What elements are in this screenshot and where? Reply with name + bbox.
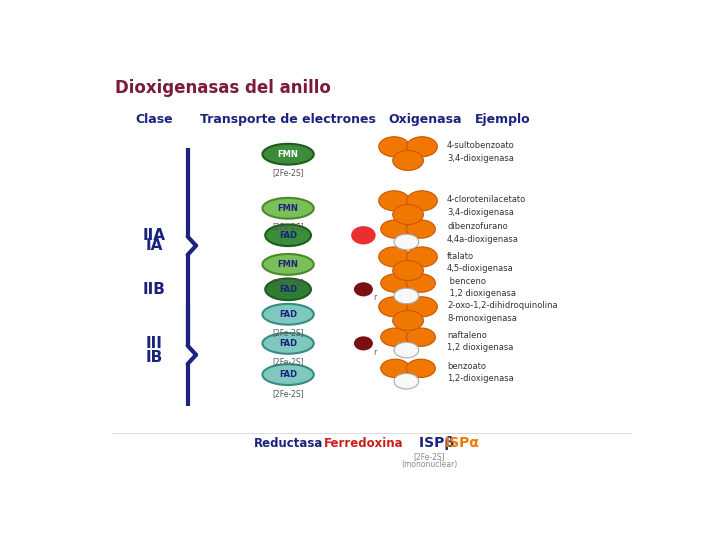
Ellipse shape bbox=[407, 137, 437, 157]
Ellipse shape bbox=[379, 247, 410, 267]
Ellipse shape bbox=[379, 191, 410, 211]
Ellipse shape bbox=[265, 225, 311, 246]
Ellipse shape bbox=[392, 205, 423, 225]
Text: III: III bbox=[145, 336, 163, 351]
Text: benceno
 1,2 dioxigenasa: benceno 1,2 dioxigenasa bbox=[447, 276, 516, 298]
Ellipse shape bbox=[407, 247, 437, 267]
Text: (mononuclear): (mononuclear) bbox=[401, 460, 457, 469]
Text: IB: IB bbox=[145, 350, 163, 366]
Circle shape bbox=[354, 336, 373, 350]
Text: FAD: FAD bbox=[279, 231, 297, 240]
Ellipse shape bbox=[262, 198, 314, 219]
Ellipse shape bbox=[262, 144, 314, 165]
Text: ISPα: ISPα bbox=[444, 436, 480, 450]
Text: 4-clorotenilacetato
3,4-dioxigenasa: 4-clorotenilacetato 3,4-dioxigenasa bbox=[447, 195, 526, 217]
Circle shape bbox=[354, 282, 373, 296]
Text: dibenzofurano
4,4a-dioxigenasa: dibenzofurano 4,4a-dioxigenasa bbox=[447, 222, 519, 244]
Ellipse shape bbox=[265, 279, 311, 300]
Ellipse shape bbox=[381, 359, 410, 377]
Text: FMN: FMN bbox=[278, 150, 299, 159]
Ellipse shape bbox=[381, 274, 410, 292]
Text: naftaleno
1,2 dioxigenasa: naftaleno 1,2 dioxigenasa bbox=[447, 330, 513, 352]
Ellipse shape bbox=[262, 333, 314, 354]
Ellipse shape bbox=[406, 274, 436, 292]
Text: 2-oxo-1,2-dihidroquinolina
8-monoxigenasa: 2-oxo-1,2-dihidroquinolina 8-monoxigenas… bbox=[447, 301, 558, 323]
Text: r: r bbox=[373, 348, 376, 356]
Text: Ferredoxina: Ferredoxina bbox=[323, 437, 403, 450]
Text: FMN: FMN bbox=[278, 260, 299, 269]
Text: ftalato
4,5-dioxigenasa: ftalato 4,5-dioxigenasa bbox=[447, 252, 514, 273]
Circle shape bbox=[351, 226, 376, 245]
Ellipse shape bbox=[394, 234, 419, 249]
Text: [2Fe-2S]: [2Fe-2S] bbox=[272, 328, 304, 338]
Text: benzoato
1,2-dioxigenasa: benzoato 1,2-dioxigenasa bbox=[447, 362, 514, 383]
Text: Ejemplo: Ejemplo bbox=[475, 113, 531, 126]
Text: [2Fe-2S]: [2Fe-2S] bbox=[272, 389, 304, 397]
Text: 4-sultobenzoato
3,4-dioxigenasa: 4-sultobenzoato 3,4-dioxigenasa bbox=[447, 141, 515, 163]
Text: ISPβ: ISPβ bbox=[419, 436, 459, 450]
Text: Transporte de electrones: Transporte de electrones bbox=[200, 113, 376, 126]
Text: r: r bbox=[373, 294, 376, 302]
Ellipse shape bbox=[394, 342, 419, 358]
Ellipse shape bbox=[262, 254, 314, 275]
Text: Reductasa: Reductasa bbox=[253, 437, 323, 450]
Text: [2Fe-2S]: [2Fe-2S] bbox=[413, 452, 445, 461]
Text: FMN: FMN bbox=[278, 204, 299, 213]
Text: [2Fe-2S]: [2Fe-2S] bbox=[272, 168, 304, 177]
Text: FAD: FAD bbox=[279, 310, 297, 319]
Ellipse shape bbox=[379, 137, 410, 157]
Text: FAD: FAD bbox=[279, 370, 297, 379]
Text: [2Fe-2S]: [2Fe-2S] bbox=[272, 222, 304, 231]
Ellipse shape bbox=[406, 359, 436, 377]
Ellipse shape bbox=[406, 220, 436, 238]
Text: Oxigenasa: Oxigenasa bbox=[388, 113, 462, 126]
Ellipse shape bbox=[394, 288, 419, 304]
Text: Clase: Clase bbox=[135, 113, 173, 126]
Text: [2Fe-2S]: [2Fe-2S] bbox=[272, 279, 304, 287]
Text: IIA: IIA bbox=[143, 228, 166, 243]
Ellipse shape bbox=[406, 328, 436, 346]
Text: [2Fe-2S]: [2Fe-2S] bbox=[272, 357, 304, 367]
Ellipse shape bbox=[407, 297, 437, 317]
Ellipse shape bbox=[392, 310, 423, 330]
Ellipse shape bbox=[262, 304, 314, 325]
Text: FAD: FAD bbox=[279, 285, 297, 294]
Ellipse shape bbox=[394, 374, 419, 389]
Ellipse shape bbox=[381, 220, 410, 238]
Text: IIB: IIB bbox=[143, 282, 166, 297]
Text: Dioxigenasas del anillo: Dioxigenasas del anillo bbox=[115, 79, 331, 97]
Ellipse shape bbox=[392, 261, 423, 281]
Ellipse shape bbox=[379, 297, 410, 317]
Ellipse shape bbox=[407, 191, 437, 211]
Ellipse shape bbox=[262, 364, 314, 385]
Text: IA: IA bbox=[145, 238, 163, 253]
Ellipse shape bbox=[392, 151, 423, 171]
Text: FAD: FAD bbox=[279, 339, 297, 348]
Ellipse shape bbox=[381, 328, 410, 346]
